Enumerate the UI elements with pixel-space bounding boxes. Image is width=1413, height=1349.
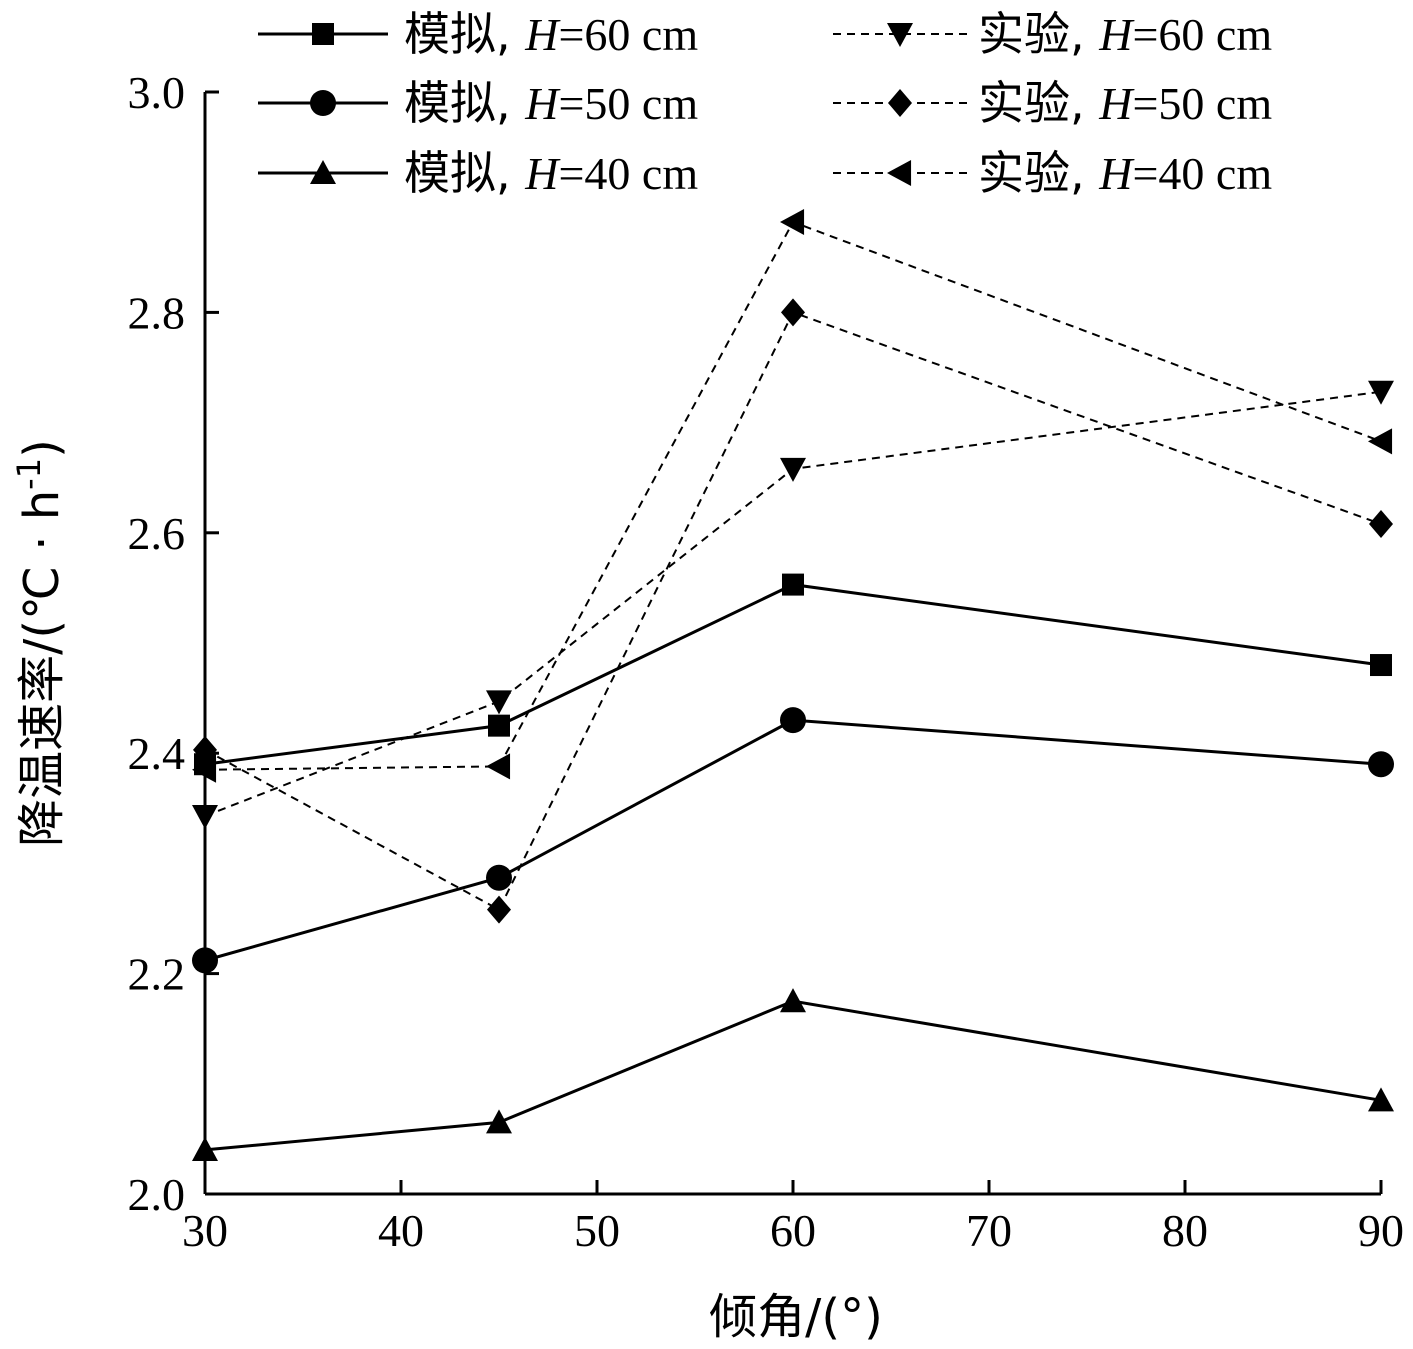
series-line (204, 390, 1382, 817)
plot-area (192, 209, 1394, 1161)
x-axis-title: 倾角/(°) (709, 1289, 883, 1345)
x-tick-label: 40 (378, 1205, 424, 1256)
series-1 (194, 573, 1392, 776)
data-point (780, 707, 806, 734)
legend-label-prefix: 模拟, (404, 146, 525, 200)
legend-label-variable: H (524, 148, 561, 199)
legend-label-suffix: =60 cm (558, 9, 698, 60)
y-axis-title-close: ) (14, 439, 70, 458)
x-tick-label: 70 (966, 1205, 1012, 1256)
legend-item: 实验, H=50 cm (833, 76, 1272, 130)
series-line (204, 999, 1382, 1152)
data-point (486, 864, 512, 891)
legend-marker (310, 90, 336, 116)
legend-item: 实验, H=60 cm (833, 7, 1272, 61)
legend-label-variable: H (1098, 9, 1135, 60)
data-point (192, 756, 217, 783)
legend-label-suffix: =50 cm (1132, 78, 1272, 129)
legend-marker (312, 23, 334, 45)
legend-label-variable: H (524, 9, 561, 60)
data-point (486, 753, 511, 780)
legend-label: 实验, H=60 cm (978, 7, 1272, 61)
series-line (204, 718, 1382, 962)
series-5 (193, 298, 1393, 924)
y-tick-label: 2.6 (128, 508, 186, 559)
data-point (487, 895, 511, 924)
legend-label-prefix: 模拟, (404, 7, 525, 61)
data-point (782, 573, 804, 596)
legend-label: 模拟, H=60 cm (404, 7, 698, 61)
legend-label-suffix: =60 cm (1132, 9, 1272, 60)
legend-item: 实验, H=40 cm (833, 146, 1272, 200)
legend-marker (887, 22, 913, 47)
data-point (780, 988, 806, 1013)
data-point (1368, 380, 1394, 405)
y-axis-title-exponent: -1 (10, 458, 48, 490)
x-tick-label: 30 (182, 1205, 228, 1256)
series-6 (192, 209, 1393, 783)
series-line (204, 311, 1382, 912)
legend-label: 模拟, H=50 cm (404, 76, 698, 130)
data-point (486, 690, 512, 715)
legend-label-suffix: =40 cm (1132, 148, 1272, 199)
legend-item: 模拟, H=60 cm (258, 7, 698, 61)
legend-label: 实验, H=50 cm (978, 76, 1272, 130)
legend-label-variable: H (1098, 78, 1135, 129)
axes: 30 40 50 60 70 80 90 2.0 2.2 2.4 2.6 2.8 3.0 (128, 67, 1405, 1256)
series-3 (192, 988, 1394, 1161)
legend-label-variable: H (1098, 148, 1135, 199)
legend-label-prefix: 实验, (978, 76, 1099, 130)
series-line (204, 220, 1382, 771)
legend-item: 模拟, H=40 cm (258, 146, 698, 200)
legend-label: 实验, H=40 cm (978, 146, 1272, 200)
data-point (781, 298, 805, 327)
legend-marker (887, 160, 912, 186)
data-point (780, 209, 805, 236)
legend-label-prefix: 实验, (978, 7, 1099, 61)
x-tick-label: 50 (574, 1205, 620, 1256)
data-point (1368, 751, 1394, 778)
y-axis-title-main: 降温速率/(℃ · h (14, 490, 70, 847)
legend-marker (310, 160, 336, 185)
data-point (192, 947, 218, 974)
data-point (1370, 654, 1392, 677)
legend-marker (888, 89, 912, 117)
y-axis-title: 降温速率/(℃ · h-1) (10, 439, 70, 847)
series-line (204, 583, 1382, 766)
data-point (486, 1109, 512, 1134)
data-point (192, 1136, 218, 1161)
legend-label-prefix: 模拟, (404, 76, 525, 130)
legend-item: 模拟, H=50 cm (258, 76, 698, 130)
series-4 (192, 380, 1394, 830)
legend-label-suffix: =50 cm (558, 78, 698, 129)
x-tick-label: 60 (770, 1205, 816, 1256)
x-tick-label: 90 (1358, 1205, 1404, 1256)
data-point (192, 804, 218, 830)
y-tick-label: 2.8 (128, 287, 186, 338)
series-2 (192, 707, 1394, 974)
y-tick-label: 2.0 (128, 1169, 186, 1220)
y-tick-label: 3.0 (128, 67, 186, 118)
legend-label-prefix: 实验, (978, 146, 1099, 200)
data-point (488, 714, 510, 737)
y-tick-label: 2.2 (128, 949, 186, 1000)
data-point (780, 457, 806, 482)
legend-label-variable: H (524, 78, 561, 129)
legend-label-suffix: =40 cm (558, 148, 698, 199)
data-point (193, 735, 217, 764)
data-point (1369, 509, 1393, 538)
data-point (1368, 1087, 1394, 1112)
legend-label: 模拟, H=40 cm (404, 146, 698, 200)
x-tick-label: 80 (1162, 1205, 1208, 1256)
y-tick-label: 2.4 (128, 728, 186, 779)
data-point (1368, 428, 1393, 455)
